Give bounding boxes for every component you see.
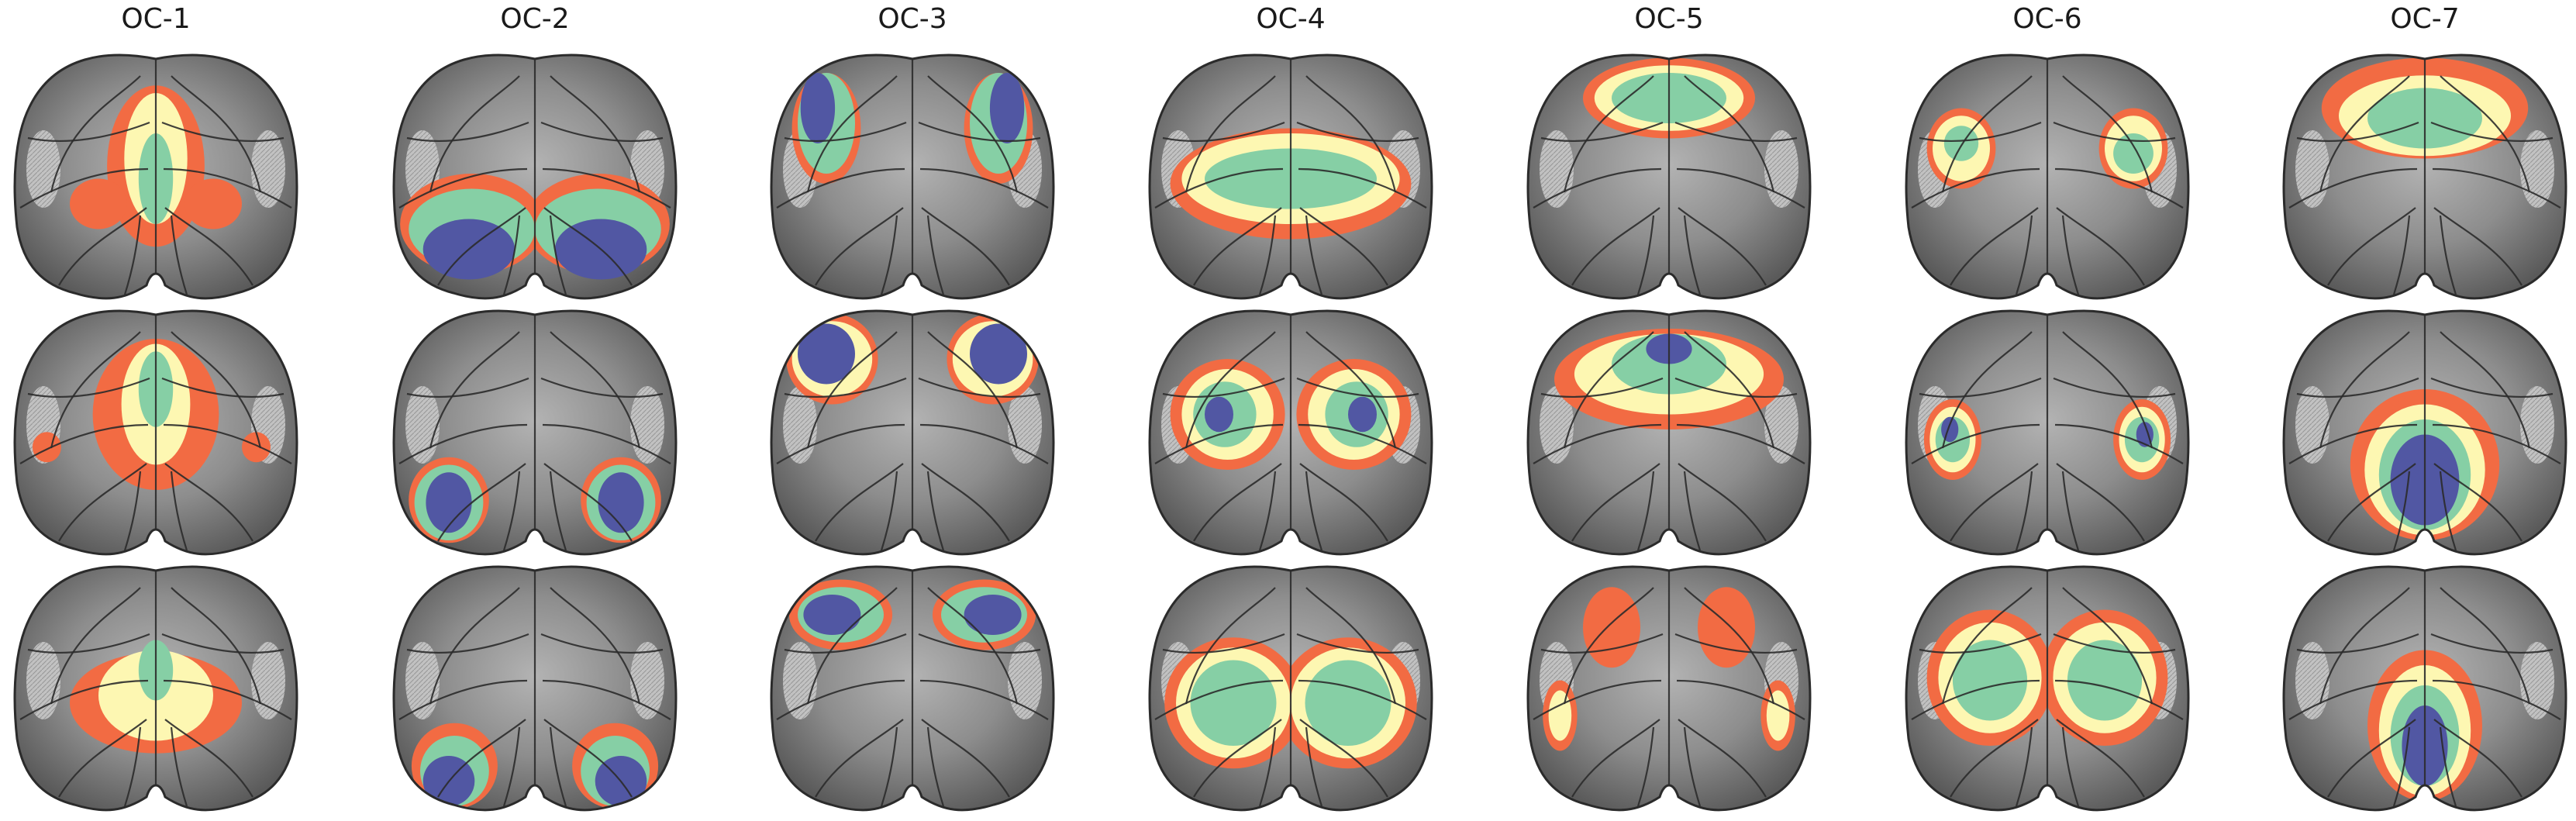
brain-map-oc-1-row-3 xyxy=(13,565,298,812)
activation-region xyxy=(1766,690,1790,741)
brain-map-oc-3-row-2 xyxy=(770,309,1055,556)
column-title-oc-2: OC-2 xyxy=(500,3,570,35)
activation-region xyxy=(1190,660,1277,746)
activation-region xyxy=(1548,690,1572,741)
column-title-oc-1: OC-1 xyxy=(121,3,191,35)
brain-map-oc-2-row-1 xyxy=(392,53,678,300)
activation-region xyxy=(1952,640,2028,721)
activation-region xyxy=(70,178,127,229)
activation-region xyxy=(798,323,855,385)
activation-region xyxy=(989,73,1025,143)
activation-region xyxy=(2136,422,2154,447)
activation-region xyxy=(426,472,472,533)
activation-region xyxy=(32,432,61,463)
brain-map-oc-7-row-2 xyxy=(2282,309,2567,556)
activation-region xyxy=(800,73,836,143)
activation-region xyxy=(1348,396,1377,433)
activation-region xyxy=(598,472,644,533)
brain-map-oc-1-row-2 xyxy=(13,309,298,556)
brain-map-oc-7-row-1 xyxy=(2282,53,2567,300)
brain-map-oc-4-row-2 xyxy=(1148,309,1433,556)
column-title-oc-7: OC-7 xyxy=(2390,3,2460,35)
brain-map-oc-2-row-2 xyxy=(392,309,678,556)
column-title-oc-5: OC-5 xyxy=(1634,3,1704,35)
brain-map-oc-1-row-1 xyxy=(13,53,298,300)
activation-region xyxy=(1941,416,1959,443)
brain-map-oc-4-row-1 xyxy=(1148,53,1433,300)
brain-map-oc-6-row-2 xyxy=(1905,309,2190,556)
activation-region xyxy=(803,595,861,635)
activation-region xyxy=(242,432,271,463)
column-title-oc-4: OC-4 xyxy=(1256,3,1326,35)
brain-map-oc-4-row-3 xyxy=(1148,565,1433,812)
brain-map-oc-6-row-3 xyxy=(1905,565,2190,812)
activation-region xyxy=(970,323,1027,385)
activation-region xyxy=(1305,660,1391,746)
activation-region xyxy=(1698,587,1755,668)
activation-region xyxy=(2067,640,2143,721)
activation-region xyxy=(1943,126,1979,161)
brain-map-oc-3-row-3 xyxy=(770,565,1055,812)
activation-region xyxy=(1205,396,1233,433)
brain-map-oc-5-row-2 xyxy=(1526,309,1812,556)
brain-map-oc-2-row-3 xyxy=(392,565,678,812)
activation-region xyxy=(1583,587,1640,668)
brain-map-oc-6-row-1 xyxy=(1905,53,2190,300)
brain-map-oc-5-row-3 xyxy=(1526,565,1812,812)
column-title-oc-3: OC-3 xyxy=(878,3,947,35)
column-title-oc-6: OC-6 xyxy=(2012,3,2082,35)
brain-map-oc-5-row-1 xyxy=(1526,53,1812,300)
activation-region xyxy=(184,178,242,229)
brain-map-oc-3-row-1 xyxy=(770,53,1055,300)
activation-region xyxy=(964,595,1022,635)
brain-map-oc-7-row-3 xyxy=(2282,565,2567,812)
